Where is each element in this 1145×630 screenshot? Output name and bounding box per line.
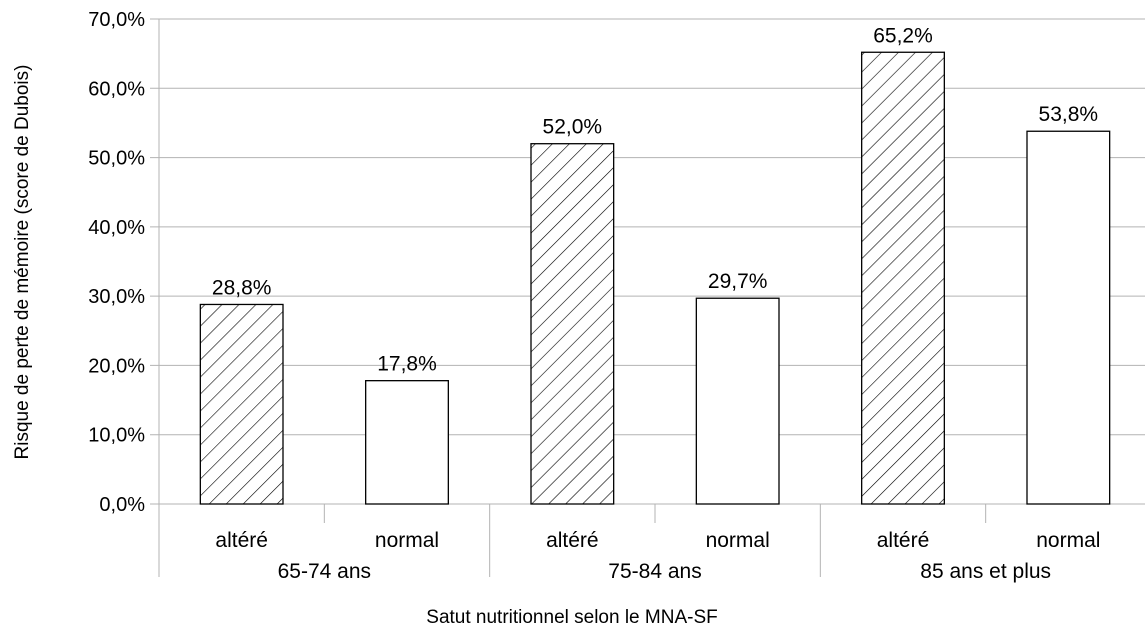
y-tick-labels: 0,0% 10,0% 20,0% 30,0% 40,0% 50,0% 60,0% 70,0% — [88, 9, 145, 516]
x-category-label: altéré — [877, 529, 930, 552]
x-category-label: altéré — [215, 529, 268, 552]
bar — [861, 51, 945, 505]
y-tick-label: 10,0% — [88, 425, 145, 447]
y-tick-label: 20,0% — [88, 355, 145, 377]
x-axis-title: Satut nutritionnel selon le MNA-SF — [426, 607, 717, 628]
bar — [199, 303, 284, 505]
x-category-label: normal — [375, 529, 439, 552]
bar — [365, 380, 449, 505]
bar — [695, 297, 780, 505]
x-group-label: 75-84 ans — [608, 560, 701, 583]
data-label: 17,8% — [377, 353, 437, 376]
bar — [530, 143, 615, 505]
y-tick-label: 40,0% — [88, 217, 145, 239]
bars: 28,8% 17,8% 52,0% 29,7% 65,2% 53,8% — [199, 24, 1111, 505]
data-label: 53,8% — [1039, 103, 1099, 126]
bar — [1026, 130, 1111, 505]
data-label: 65,2% — [873, 24, 933, 47]
y-tick-label: 50,0% — [88, 148, 145, 170]
y-tick-label: 30,0% — [88, 286, 145, 308]
data-label: 29,7% — [708, 270, 768, 293]
x-group-label: 65-74 ans — [278, 560, 371, 583]
y-tick-label: 0,0% — [99, 494, 145, 516]
y-tick-label: 70,0% — [88, 9, 145, 31]
x-category-label: normal — [706, 529, 770, 552]
gridlines — [150, 18, 1145, 505]
y-tick-label: 60,0% — [88, 78, 145, 100]
data-label: 28,8% — [212, 276, 272, 299]
x-category-label: normal — [1036, 529, 1100, 552]
x-category-label: altéré — [546, 529, 599, 552]
x-group-label: 85 ans et plus — [920, 560, 1051, 583]
data-label: 52,0% — [543, 116, 603, 139]
y-axis-title: Risque de perte de mémoire (score de Dub… — [12, 65, 33, 460]
